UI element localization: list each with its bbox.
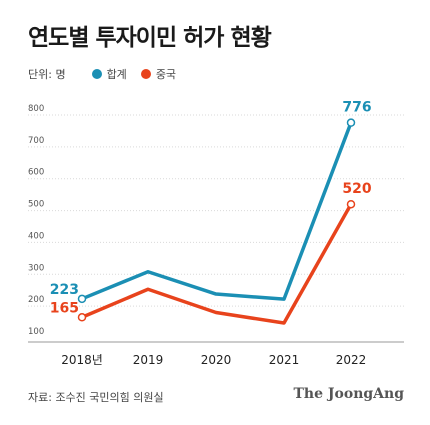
- data-point-0-4: [346, 118, 356, 127]
- legend-label-china: 중국: [155, 68, 177, 81]
- legend: 단위: 명 합계 중국: [28, 66, 190, 82]
- x-tick-label-4: 2022: [336, 353, 367, 367]
- y-tick-label-200: 200: [28, 295, 44, 305]
- data-label-1-4: 520: [342, 181, 371, 197]
- data-label-0-0: 223: [50, 282, 79, 298]
- series-line-1: [80, 202, 353, 325]
- x-tick-label-3: 2021: [269, 353, 300, 367]
- chart-title: 연도별 투자이민 허가 현황: [28, 25, 272, 51]
- y-tick-label-700: 700: [28, 136, 44, 146]
- y-tick-label-400: 400: [28, 231, 44, 241]
- y-tick-label-600: 600: [28, 168, 44, 178]
- legend-item-total: 합계: [91, 66, 127, 82]
- unit-label: 단위: 명: [28, 68, 66, 81]
- legend-dot-china: [140, 69, 151, 79]
- x-tick-label-2: 2020: [201, 353, 232, 367]
- x-tick-label-1: 2019: [133, 353, 164, 367]
- data-point-1-0: [77, 313, 87, 322]
- x-tick-label-0: 2018년: [61, 353, 103, 367]
- data-point-1-4: [346, 199, 356, 209]
- series-line-0: [80, 120, 353, 301]
- y-tick-label-800: 800: [28, 104, 44, 114]
- y-tick-label-500: 500: [28, 200, 44, 210]
- data-label-1-0: 165: [50, 300, 79, 316]
- y-tick-label-100: 100: [28, 327, 44, 337]
- data-label-0-4: 776: [342, 100, 371, 116]
- brand-logo: The JoongAng: [293, 386, 404, 402]
- source-note: 자료: 조수진 국민의힘 의원실: [28, 391, 164, 404]
- y-tick-label-300: 300: [28, 263, 44, 273]
- data-point-0-0: [77, 294, 87, 304]
- legend-label-total: 합계: [106, 68, 127, 81]
- legend-dot-total: [91, 69, 102, 79]
- legend-item-china: 중국: [140, 66, 177, 82]
